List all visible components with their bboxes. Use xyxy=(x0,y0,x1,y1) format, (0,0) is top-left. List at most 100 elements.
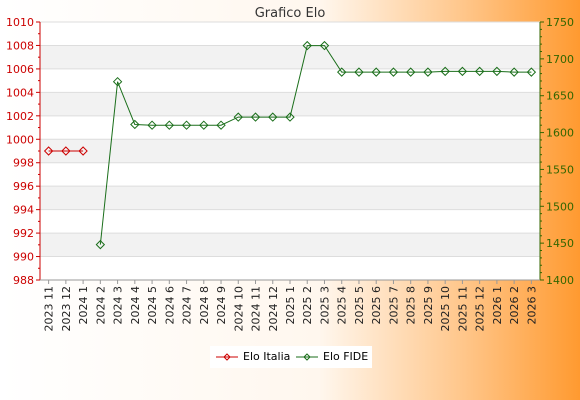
x-tick-label: 2025 10 xyxy=(439,286,452,332)
data-point-elo-fide xyxy=(164,120,175,130)
data-point-elo-fide xyxy=(388,67,399,77)
y-left-tick-label: 990 xyxy=(13,251,34,264)
x-tick-label: 2024 5 xyxy=(146,286,159,325)
x-tick-label: 2025 2 xyxy=(301,286,314,325)
series-line-elo-fide xyxy=(99,45,532,245)
data-point-elo-fide xyxy=(181,120,192,130)
data-point-elo-fide xyxy=(95,239,106,250)
y-right-tick-label: 1400 xyxy=(546,274,574,287)
x-tick-label: 2025 6 xyxy=(370,286,383,325)
data-point-elo-fide xyxy=(509,67,519,77)
plot-band xyxy=(40,68,540,93)
y-right-tick-label: 1500 xyxy=(546,200,574,213)
plot-band xyxy=(40,115,540,140)
legend-marker-elo-fide xyxy=(296,353,318,361)
y-right-tick-label: 1450 xyxy=(546,237,574,250)
y-left-tick-label: 992 xyxy=(13,227,34,240)
y-right-tick-label: 1700 xyxy=(546,53,574,66)
x-tick-label: 2024 6 xyxy=(163,286,176,325)
data-point-elo-fide xyxy=(112,77,123,87)
x-tick-label: 2024 1 xyxy=(77,286,90,325)
x-tick-label: 2023 12 xyxy=(60,286,73,332)
data-point-elo-fide xyxy=(354,67,364,77)
data-point-elo-italia xyxy=(78,146,88,156)
y-right-tick-label: 1750 xyxy=(546,16,574,29)
x-tick-label: 2025 7 xyxy=(387,286,400,325)
plot-band xyxy=(40,92,540,116)
plot-band xyxy=(40,45,540,69)
x-tick-label: 2025 12 xyxy=(474,286,487,332)
y-left-tick-label: 998 xyxy=(13,157,34,170)
y-left-tick-label: 1010 xyxy=(6,16,34,29)
y-left-tick-label: 1004 xyxy=(6,86,34,99)
x-tick-label: 2025 4 xyxy=(336,286,349,325)
y-left-tick-label: 1006 xyxy=(6,63,34,76)
legend-marker-elo-italia xyxy=(216,353,238,361)
data-point-elo-fide xyxy=(371,67,381,77)
x-tick-label: 2025 3 xyxy=(318,286,331,325)
y-axis-left: 988 990 992 994 996 998 1000 1002 1004 1006 1008 10… xyxy=(6,16,40,287)
plot-area xyxy=(40,22,540,280)
x-tick-label: 2025 9 xyxy=(422,286,435,325)
x-tick-label: 2024 3 xyxy=(112,286,125,325)
x-tick-label: 2026 3 xyxy=(525,286,538,325)
data-point-elo-fide xyxy=(474,66,485,77)
y-left-tick-label: 994 xyxy=(13,204,34,217)
data-point-elo-fide xyxy=(216,120,226,130)
data-point-elo-fide xyxy=(199,120,209,130)
y-right-tick-label: 1650 xyxy=(546,90,574,103)
data-point-elo-fide xyxy=(440,66,450,77)
plot-band xyxy=(40,22,540,46)
plot-band xyxy=(40,186,540,210)
y-right-tick-label: 1600 xyxy=(546,127,574,140)
series-layer xyxy=(43,40,537,250)
x-tick-label: 2024 4 xyxy=(129,286,142,325)
plot-band xyxy=(40,256,540,280)
x-tick-label: 2024 12 xyxy=(267,286,280,332)
plot-band xyxy=(40,162,540,187)
plot-band xyxy=(40,233,540,257)
data-point-elo-fide xyxy=(250,112,261,122)
x-tick-label: 2024 7 xyxy=(181,286,194,325)
x-tick-label: 2024 9 xyxy=(215,286,228,325)
y-left-tick-label: 996 xyxy=(13,180,34,193)
y-left-tick-label: 988 xyxy=(13,274,34,287)
y-axis-right: 1400 1450 1500 1550 1600 1650 1700 1750 xyxy=(540,16,574,287)
y-left-tick-label: 1000 xyxy=(6,133,34,146)
data-point-elo-fide xyxy=(285,112,295,122)
x-tick-label: 2025 8 xyxy=(405,286,418,325)
y-right-tick-label: 1550 xyxy=(546,163,574,176)
x-tick-label: 2024 8 xyxy=(198,286,211,325)
data-point-elo-italia xyxy=(61,146,71,156)
data-point-elo-fide xyxy=(233,112,243,122)
data-point-elo-fide xyxy=(302,40,312,51)
x-tick-label: 2024 10 xyxy=(232,286,245,332)
x-tick-label: 2025 5 xyxy=(353,286,366,325)
data-point-elo-fide xyxy=(268,112,278,122)
data-point-elo-fide xyxy=(319,40,330,51)
x-tick-label: 2026 1 xyxy=(491,286,504,325)
x-axis: 2023 11 2023 12 2024 1 2024 2 2024 3 2024 4 20… xyxy=(43,280,538,332)
y-left-tick-label: 1002 xyxy=(6,110,34,123)
data-point-elo-italia xyxy=(43,146,54,156)
plot-band xyxy=(40,139,540,163)
legend-label-elo-fide: Elo FIDE xyxy=(323,350,369,363)
y-left-tick-label: 1008 xyxy=(6,39,34,52)
data-point-elo-fide xyxy=(526,67,537,77)
x-tick-label: 2025 1 xyxy=(284,286,297,325)
data-point-elo-fide xyxy=(130,119,140,130)
chart-title: Grafico Elo xyxy=(255,6,326,21)
data-point-elo-fide xyxy=(492,66,502,77)
x-tick-label: 2023 11 xyxy=(43,286,56,332)
x-tick-label: 2025 11 xyxy=(456,286,469,332)
legend-label-elo-italia: Elo Italia xyxy=(243,350,291,363)
data-point-elo-fide xyxy=(147,120,157,130)
plot-band xyxy=(40,209,540,234)
data-point-elo-fide xyxy=(337,67,347,77)
data-point-elo-fide xyxy=(423,67,433,77)
data-point-elo-fide xyxy=(405,67,416,77)
x-tick-label: 2026 2 xyxy=(508,286,521,325)
data-point-elo-fide xyxy=(457,66,468,77)
x-tick-label: 2024 11 xyxy=(250,286,263,332)
